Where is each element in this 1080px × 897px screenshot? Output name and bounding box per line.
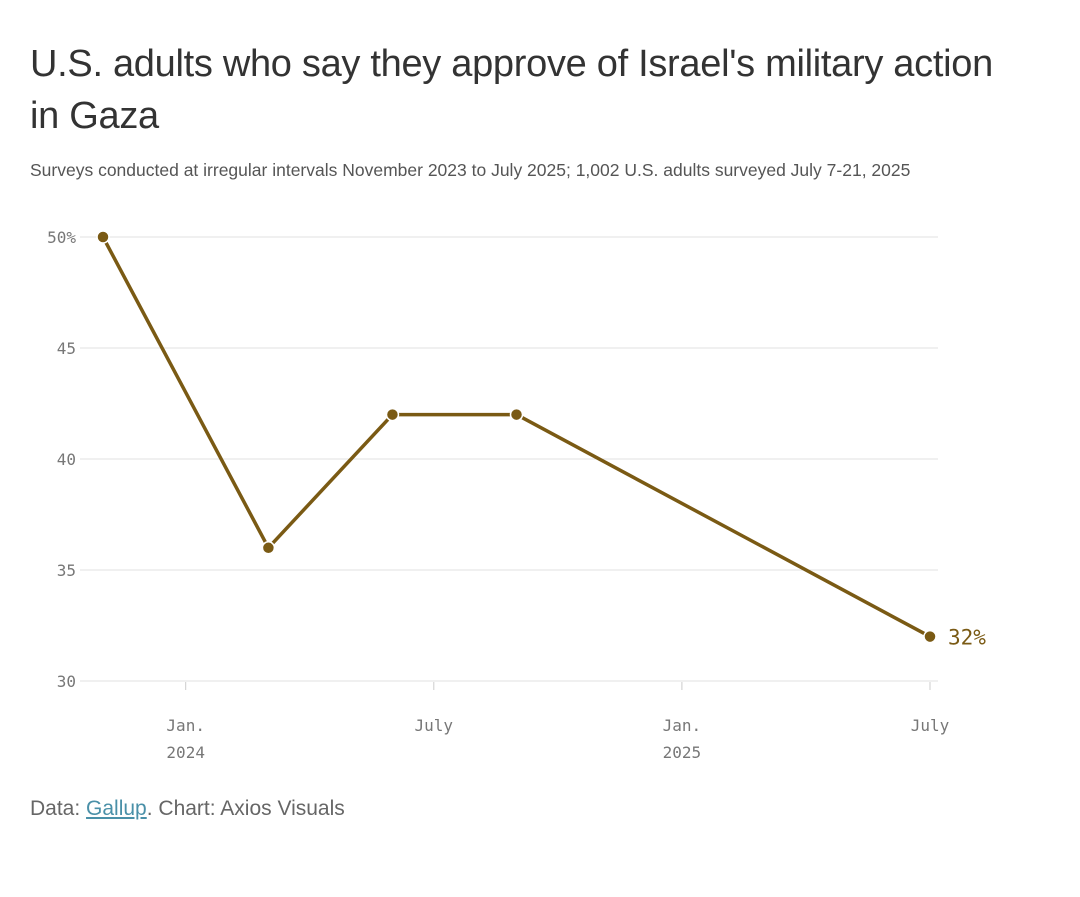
chart-subtitle: Surveys conducted at irregular intervals… — [30, 160, 911, 180]
chart-title: U.S. adults who say they approve of Isra… — [30, 43, 993, 137]
data-point — [509, 407, 524, 422]
gallup-link[interactable]: Gallup — [86, 797, 147, 820]
data-point — [261, 541, 276, 555]
y-tick-label: 35 — [57, 561, 76, 580]
source-suffix: . Chart: Axios Visuals — [146, 797, 345, 820]
x-tick-year-label: 2024 — [166, 743, 205, 762]
x-tick-label: July — [415, 716, 454, 735]
x-tick-label: Jan. — [663, 716, 702, 735]
y-tick-label: 40 — [57, 450, 76, 469]
x-tick-label: July — [911, 716, 950, 735]
line-chart: 50% 45 40 35 30 Jan. 2024 July Jan. 2025 July 32% — [47, 228, 986, 762]
source-note: Data: Gallup. Chart: Axios Visuals — [30, 797, 345, 821]
y-tick-label: 30 — [57, 672, 76, 691]
series-line — [101, 235, 932, 639]
end-value-label: 32% — [948, 626, 986, 650]
y-tick-label: 45 — [57, 339, 76, 358]
x-tick-year-label: 2025 — [663, 743, 702, 762]
y-tick-label: 50% — [47, 228, 76, 247]
data-point — [385, 407, 400, 422]
data-point — [96, 230, 110, 244]
source-prefix: Data: — [30, 797, 87, 820]
data-point — [923, 629, 937, 644]
x-tick-label: Jan. — [166, 716, 205, 735]
